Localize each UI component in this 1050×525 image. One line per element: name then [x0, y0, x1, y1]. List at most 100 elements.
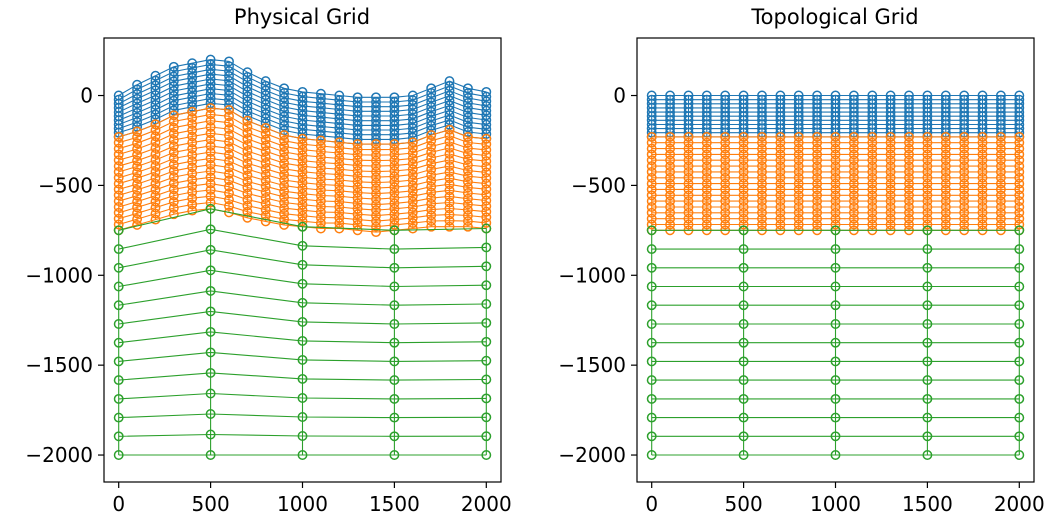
physical-series-2-marker — [389, 431, 400, 442]
physical-series-1-marker — [389, 171, 400, 182]
topological-series-1-marker — [683, 137, 694, 148]
physical-series-0-marker — [150, 99, 161, 110]
physical-series-1-marker — [150, 143, 161, 154]
physical-series-1-marker — [187, 180, 198, 191]
physical-series-0-marker — [168, 86, 179, 96]
topological-series-2-marker — [922, 244, 933, 255]
topological-series-1-marker — [793, 196, 804, 207]
physical-series-1-marker — [371, 194, 381, 205]
physical-series-1-marker — [352, 155, 363, 166]
physical-series-1-marker — [352, 160, 363, 171]
physical-series-0-marker — [462, 127, 473, 137]
physical-series-0-marker — [352, 125, 363, 135]
physical-series-1-marker — [132, 161, 143, 172]
topological-series-1-marker — [720, 137, 731, 148]
physical-series-1-marker — [407, 207, 418, 218]
topological-series-1-marker — [793, 213, 804, 224]
physical-series-1-layer-line — [118, 170, 487, 200]
physical-series-2-marker — [113, 281, 124, 292]
topological-series-1-marker — [904, 143, 914, 154]
topological-series-1-marker — [793, 143, 804, 154]
physical-series-0-marker — [315, 93, 326, 104]
physical-series-1-marker — [462, 221, 473, 232]
topological-series-2-marker — [646, 281, 657, 292]
physical-series-1-marker — [242, 121, 253, 132]
physical-series-1-marker — [426, 193, 437, 204]
physical-series-1-marker — [168, 153, 179, 164]
topological-ytick-label: 0 — [613, 84, 626, 108]
topological-series-1-marker — [757, 155, 767, 166]
physical-series-1-marker — [444, 136, 455, 147]
physical-series-1-marker — [297, 199, 308, 210]
physical-series-1-marker — [334, 158, 345, 169]
physical-series-1-marker — [205, 140, 216, 151]
physical-series-1-marker — [481, 133, 492, 144]
topological-series-1-marker — [738, 161, 749, 172]
topological-series-2-marker — [830, 300, 841, 311]
physical-series-1-marker — [334, 185, 345, 196]
physical-series-1-marker — [187, 112, 198, 123]
physical-series-1-marker — [279, 169, 290, 180]
physical-series-0-marker — [389, 101, 400, 112]
topological-series-1-marker — [922, 149, 933, 160]
topological-series-1-marker — [775, 190, 786, 201]
physical-series-1-marker — [407, 169, 418, 180]
physical-series-1-marker — [297, 210, 308, 221]
physical-series-1-marker — [205, 172, 216, 183]
topological-series-1-marker — [720, 184, 731, 195]
physical-series-1-marker — [462, 160, 473, 170]
physical-series-1-marker — [462, 137, 473, 148]
physical-series-1-marker — [407, 153, 418, 164]
physical-series-0-marker — [426, 88, 437, 98]
physical-series-1-marker — [334, 148, 345, 158]
topological-series-1-marker — [812, 190, 823, 201]
physical-series-0-marker — [407, 118, 418, 129]
topological-series-2-marker — [738, 300, 749, 311]
physical-series-1-marker — [260, 198, 271, 209]
topological-series-1-marker — [757, 190, 767, 201]
topological-series-1-marker — [757, 149, 767, 160]
topological-series-1-marker — [646, 213, 657, 224]
topological-series-1-marker — [665, 190, 676, 201]
physical-series-1-marker — [279, 175, 290, 185]
topological-series-1-marker — [977, 155, 988, 166]
physical-series-0-marker — [407, 127, 418, 138]
topological-series-2-marker — [1014, 375, 1025, 386]
topological-series-1-marker — [738, 178, 749, 189]
physical-series-0-marker — [426, 97, 437, 108]
topological-series-1-marker — [940, 184, 951, 195]
physical-series-1-marker — [113, 178, 124, 189]
physical-series-1-marker — [371, 150, 381, 161]
topological-series-1-marker — [812, 172, 823, 183]
physical-series-1-marker — [407, 223, 418, 234]
physical-series-1-marker — [113, 143, 124, 154]
topological-series-1-marker — [720, 219, 731, 230]
topological-series-1-marker — [995, 149, 1006, 160]
topological-series-1-marker — [665, 149, 676, 160]
topological-series-1-marker — [977, 131, 988, 142]
physical-series-1-marker — [205, 184, 216, 195]
physical-series-1-marker — [481, 156, 492, 167]
physical-series-0-marker — [352, 97, 363, 107]
physical-series-2-layer-line — [118, 331, 487, 344]
physical-series-1-marker — [389, 149, 400, 160]
physical-series-2-marker — [297, 297, 308, 308]
physical-series-1-marker — [279, 152, 290, 163]
topological-series-1-marker — [738, 166, 749, 177]
physical-series-0-marker — [132, 89, 143, 100]
physical-series-1-marker — [389, 182, 400, 193]
physical-series-0-marker — [260, 108, 271, 119]
physical-series-0-marker — [371, 120, 381, 131]
physical-series-1-marker — [297, 155, 308, 166]
physical-series-0-marker — [315, 121, 326, 132]
topological-series-1-marker — [720, 178, 731, 189]
physical-series-1-marker — [407, 212, 418, 223]
topological-series-2-marker — [830, 337, 841, 348]
topological-series-2-marker — [922, 356, 933, 367]
physical-series-1-marker — [260, 181, 271, 192]
topological-series-1-marker — [701, 155, 712, 166]
topological-series-1-marker — [683, 190, 694, 201]
topological-series-1-marker — [830, 178, 841, 189]
physical-series-0-marker — [205, 59, 216, 70]
topological-series-1-marker — [977, 213, 988, 224]
